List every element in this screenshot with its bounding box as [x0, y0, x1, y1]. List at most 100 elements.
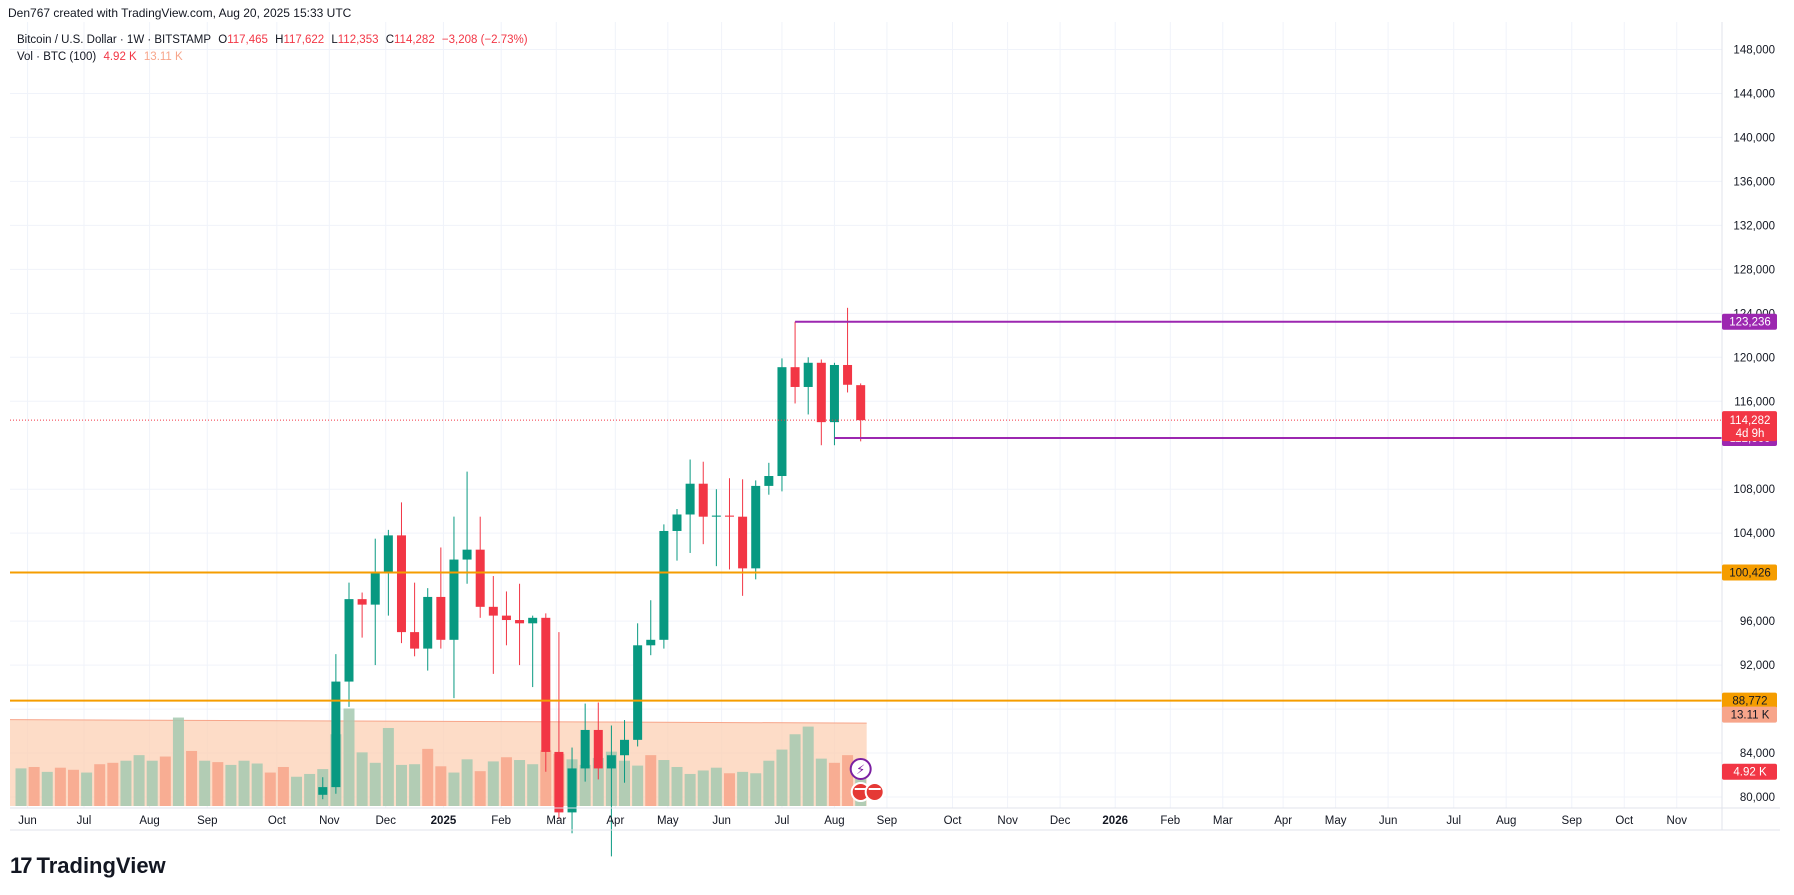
x-tick-label: Feb — [1160, 815, 1180, 827]
volume-bar — [28, 766, 40, 806]
x-tick-label: Aug — [139, 815, 159, 827]
y-tick-label: 132,000 — [1733, 220, 1775, 232]
support-price-tag: 88,772 — [1722, 692, 1777, 709]
legend-close-label: C — [385, 34, 394, 46]
volume-bar — [172, 717, 184, 806]
candle-body — [593, 729, 603, 769]
candle-body — [383, 535, 393, 572]
candle-body — [698, 483, 708, 517]
candle-body — [567, 768, 577, 813]
candle-body — [396, 535, 406, 633]
candle-body — [501, 615, 511, 621]
volume-bar — [251, 763, 263, 806]
candle-body — [318, 787, 328, 795]
candle-body — [436, 596, 446, 640]
volume-bar — [527, 764, 539, 806]
x-tick-label: Nov — [1667, 815, 1688, 827]
tradingview-wordmark: TradingView — [36, 853, 166, 878]
chart-header-attribution: Den767 created with TradingView.com, Aug… — [8, 6, 352, 20]
volume-bar — [304, 773, 316, 806]
legend-volume-ma: 13.11 K — [143, 51, 183, 63]
volume-bar — [737, 771, 749, 806]
candle-body — [620, 739, 630, 756]
x-tick-label: May — [657, 815, 679, 827]
candle-body — [659, 530, 669, 640]
volume-bar — [199, 760, 211, 806]
volume-tag-bg — [1722, 763, 1777, 780]
volume-bar — [710, 767, 722, 806]
legend-volume: Vol · BTC (100) 4.92 K 13.11 K — [17, 51, 187, 63]
level-price-tag-text: 123,236 — [1729, 317, 1771, 329]
lightning-glyph: ⚡ — [856, 763, 865, 778]
volume-bar — [343, 708, 355, 806]
candle-body — [711, 515, 721, 517]
support-price-tag-text: 100,426 — [1729, 567, 1771, 579]
y-tick-label: 84,000 — [1740, 748, 1775, 760]
chart-grid — [10, 22, 1722, 808]
volume-bar — [789, 734, 801, 806]
tradingview-logo[interactable]: 17 TradingView — [10, 853, 166, 879]
candle-body — [829, 364, 839, 423]
candles — [318, 307, 866, 857]
legend-close-value: 114,282 — [394, 34, 435, 46]
volume-bar — [448, 772, 460, 806]
volume-bar — [94, 764, 106, 806]
y-tick-label: 108,000 — [1733, 484, 1775, 496]
x-tick-label: Jul — [775, 815, 790, 827]
volume-ma-line — [9, 719, 867, 724]
volume-bar — [619, 760, 631, 806]
candle-body — [580, 729, 590, 769]
event-lightning-icon — [849, 758, 872, 780]
candle-body — [790, 367, 800, 387]
candle-body — [738, 516, 748, 569]
volume-bar — [697, 770, 709, 806]
y-tick-label: 80,000 — [1740, 792, 1775, 804]
volume-bar — [67, 769, 79, 806]
volume-tag-bg — [1722, 706, 1777, 723]
y-tick-label: 116,000 — [1734, 396, 1775, 408]
volume-tag-text: 4.92 K — [1733, 767, 1767, 779]
legend-high-value: 117,622 — [283, 34, 325, 46]
legend-volume-value: 4.92 K — [103, 51, 137, 63]
y-tick-label: 144,000 — [1733, 88, 1775, 100]
x-tick-label: Oct — [1615, 815, 1634, 827]
candle-body — [449, 559, 459, 640]
volume-bar — [592, 757, 604, 806]
x-tick-label: May — [1325, 815, 1347, 827]
volume-bar — [632, 765, 644, 806]
tradingview-logo-icon: 17 — [10, 853, 33, 878]
volume-bar — [382, 727, 394, 806]
x-tick-label: Aug — [824, 815, 844, 827]
x-tick-label: Oct — [268, 815, 287, 827]
y-tick-label: 136,000 — [1733, 176, 1775, 188]
x-tick-label: 2026 — [1102, 815, 1128, 827]
volume-bar — [186, 750, 198, 806]
volume-bar — [671, 766, 683, 806]
candle-body — [541, 617, 551, 752]
volume-bar — [579, 764, 591, 806]
y-tick-label: 92,000 — [1740, 660, 1775, 672]
volume-bar — [658, 760, 670, 806]
legend-symbol[interactable]: Bitcoin / U.S. Dollar · 1W · BITSTAMP — [17, 34, 212, 46]
support-price-tag-bg — [1722, 564, 1777, 581]
x-tick-label: Mar — [546, 815, 566, 827]
volume-tag-text: 13.11 K — [1731, 710, 1770, 722]
volume-bar — [815, 758, 827, 806]
volume-bar — [723, 773, 735, 806]
candle-body — [410, 632, 420, 649]
flag-stripe — [868, 788, 881, 790]
candle-body — [672, 514, 682, 531]
legend-volume-label[interactable]: Vol · BTC (100) — [17, 51, 97, 63]
candle-body — [777, 367, 787, 477]
horizontal-lines — [10, 320, 1722, 702]
candle-body — [344, 599, 354, 682]
y-tick-label: 96,000 — [1740, 616, 1775, 628]
x-tick-label: Aug — [1496, 815, 1516, 827]
legend-high-label: H — [275, 34, 284, 46]
volume-bar — [277, 766, 289, 806]
x-tick-label: 2025 — [431, 815, 457, 827]
volume-bar — [500, 757, 512, 806]
